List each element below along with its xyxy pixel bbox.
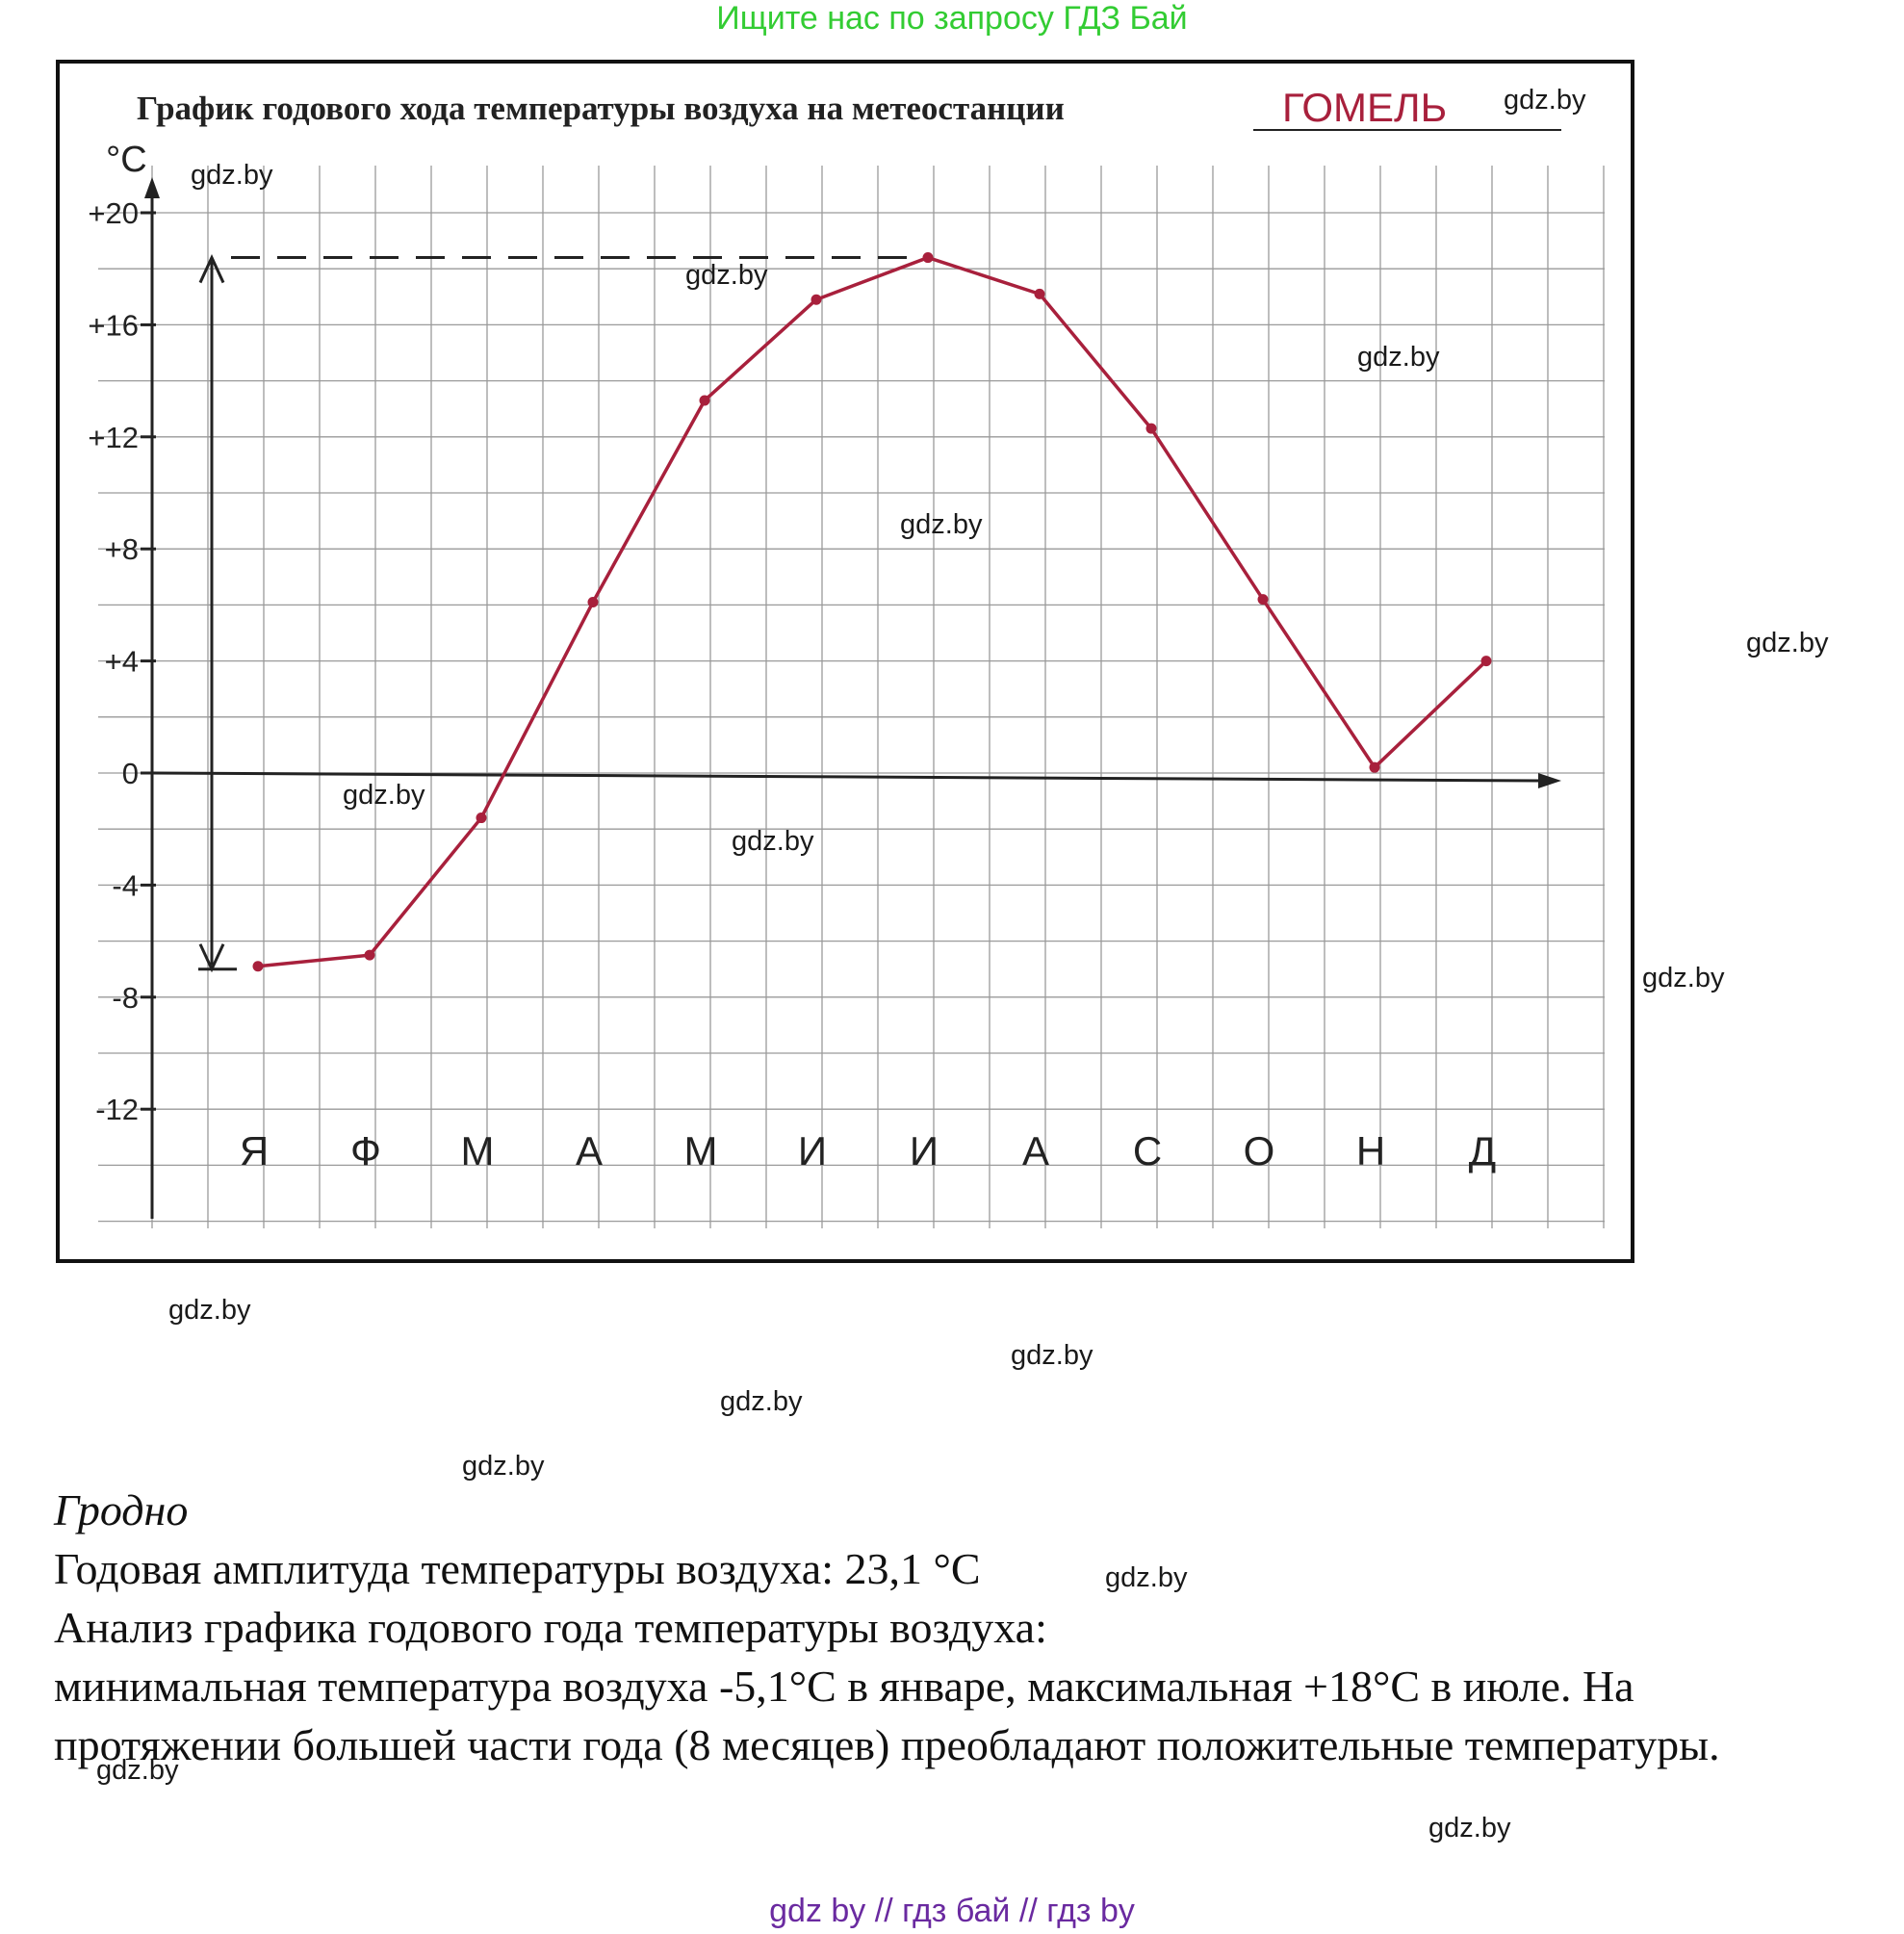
- x-tick-label: А: [1022, 1128, 1049, 1173]
- data-point: [364, 949, 375, 961]
- watermark: gdz.by: [1011, 1340, 1094, 1371]
- x-tick-label: Я: [240, 1128, 269, 1173]
- footer-links: gdz by // гдз бай // гдз by: [769, 1893, 1135, 1929]
- y-tick-label: -4: [112, 868, 139, 902]
- top-banner: Ищите нас по запросу ГДЗ Бай: [716, 0, 1188, 37]
- watermark: gdz.by: [1504, 85, 1586, 116]
- x-tick-label: Д: [1469, 1128, 1496, 1173]
- x-tick-label: И: [798, 1128, 827, 1173]
- amplitude-arrow: [198, 253, 928, 973]
- y-axis-unit: °C: [106, 140, 147, 180]
- temperature-chart: +20 +16 +12 +8 +4 0 -4 -8 -12 Я Ф М А М И И А С О Н Д Графи…: [88, 85, 1605, 1228]
- amplitude-line: Годовая амплитуда температуры воздуха: 2…: [54, 1544, 981, 1593]
- y-tick-label: +20: [88, 196, 139, 230]
- answer-text: Гродно Годовая амплитуда температуры воз…: [54, 1481, 1883, 1774]
- analysis-line: минимальная температура воздуха -5,1°С в…: [54, 1662, 1634, 1711]
- data-point: [922, 252, 934, 264]
- x-axis: [151, 771, 1543, 783]
- watermark: gdz.by: [1746, 628, 1829, 658]
- x-tick-label: А: [576, 1128, 603, 1173]
- y-ticks: +20 +16 +12 +8 +4 0 -4 -8 -12: [88, 196, 156, 1126]
- watermark: gdz.by: [1428, 1813, 1511, 1844]
- series-line: [257, 255, 1488, 968]
- data-point: [1369, 761, 1380, 773]
- watermark: gdz.by: [685, 260, 768, 291]
- amplitude-arrowhead-up: [198, 253, 225, 284]
- chart-grid: [98, 166, 1605, 1228]
- x-tick-label: С: [1133, 1128, 1162, 1173]
- x-axis-arrowhead: [1538, 773, 1561, 788]
- y-tick-label: -12: [95, 1093, 139, 1126]
- analysis-heading: Анализ графика годового года температуры…: [54, 1603, 1047, 1652]
- x-tick-label: Ф: [350, 1128, 381, 1173]
- temperature-series: [252, 252, 1492, 972]
- watermark: gdz.by: [1642, 963, 1725, 993]
- y-tick-label: +16: [88, 308, 139, 342]
- y-tick-label: +4: [105, 645, 139, 679]
- chart-frame: +20 +16 +12 +8 +4 0 -4 -8 -12 Я Ф М А М И И А С О Н Д Графи…: [56, 60, 1634, 1263]
- data-point: [699, 395, 710, 406]
- y-tick-label: +12: [88, 421, 139, 454]
- watermark: gdz.by: [1105, 1562, 1188, 1593]
- data-point: [252, 961, 264, 972]
- data-point: [1257, 594, 1269, 606]
- watermark: gdz.by: [343, 780, 425, 811]
- data-point: [1145, 423, 1157, 434]
- y-tick-label: +8: [105, 532, 139, 566]
- chart-axes: [144, 177, 1561, 1219]
- y-tick-label: 0: [122, 757, 139, 790]
- x-tick-label: Н: [1356, 1128, 1385, 1173]
- chart-title: График годового хода температуры воздуха…: [137, 90, 1065, 127]
- watermark: gdz.by: [732, 826, 814, 857]
- city-name: Гродно: [54, 1485, 189, 1534]
- x-tick-label: М: [684, 1128, 718, 1173]
- watermark: gdz.by: [720, 1386, 803, 1417]
- analysis-line: протяжении большей части года (8 месяцев…: [54, 1720, 1720, 1769]
- x-tick-label: М: [461, 1128, 495, 1173]
- data-point: [810, 294, 822, 305]
- watermark: gdz.by: [1357, 342, 1440, 373]
- data-point: [1480, 656, 1492, 667]
- watermark: gdz.by: [96, 1755, 179, 1786]
- data-point: [587, 596, 599, 607]
- watermark: gdz.by: [191, 160, 273, 191]
- x-tick-label: О: [1244, 1128, 1275, 1173]
- station-name: ГОМЕЛЬ: [1282, 85, 1447, 130]
- x-tick-label: И: [910, 1128, 939, 1173]
- watermark: gdz.by: [462, 1451, 545, 1482]
- data-point: [476, 812, 487, 824]
- watermark: gdz.by: [900, 509, 983, 540]
- data-point: [1034, 288, 1045, 299]
- y-axis-arrowhead: [144, 177, 160, 198]
- y-tick-label: -8: [112, 981, 139, 1015]
- watermark: gdz.by: [168, 1295, 251, 1326]
